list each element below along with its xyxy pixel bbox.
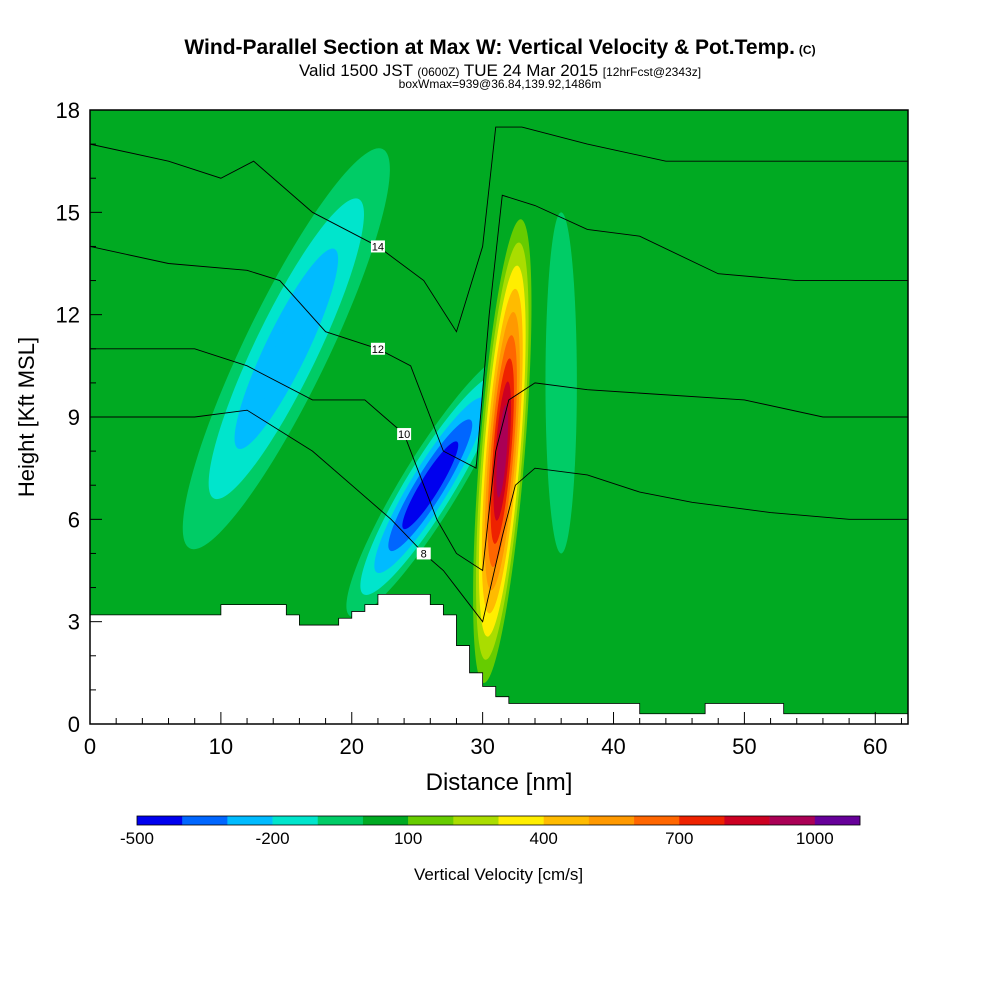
theta-contour-label: 8: [416, 547, 431, 560]
terrain: [90, 593, 908, 724]
colorbar-swatch: [814, 816, 861, 825]
colorbar-swatch: [543, 816, 590, 825]
theta-label-text: 8: [421, 548, 427, 560]
updraft-main-band: [499, 427, 506, 475]
terrain-mask: [90, 593, 908, 724]
valid-time: Valid 1500 JST: [298, 61, 413, 80]
valid-utc: (0600Z): [417, 65, 460, 79]
colorbar-swatch: [227, 816, 273, 825]
colorbar-tick-label: -500: [120, 829, 154, 848]
colorbar-frame: [136, 815, 861, 826]
colorbar-swatch: [408, 816, 454, 825]
copyright-mark: (C): [798, 43, 816, 57]
theta-contour-10: [90, 348, 908, 572]
y-tick-label: 15: [56, 200, 80, 225]
colorbar-swatch: [137, 816, 183, 825]
theta-contour-label: 10: [397, 428, 412, 441]
colorbar-swatch: [272, 816, 319, 825]
colorbar: -500 -200 100 400 700 1000 Vertical Velocity […: [120, 815, 861, 884]
colorbar-tick-label: 700: [665, 829, 693, 848]
colorbar-swatch: [317, 816, 364, 825]
theta-contour-8: [90, 409, 908, 623]
y-tick-label: 6: [68, 507, 80, 532]
downdraft-west-band: [260, 298, 313, 399]
theta-contour-14: [90, 126, 908, 333]
y-tick-label: 0: [68, 712, 80, 737]
colorbar-swatch: [724, 816, 770, 825]
x-tick-label: 40: [601, 734, 625, 759]
y-tick-label: 9: [68, 405, 80, 430]
y-tick-label: 12: [56, 303, 80, 328]
y-tick-label: 3: [68, 610, 80, 635]
colorbar-swatch: [769, 816, 816, 825]
axes: 0 10 20 30 40 50 60 0 3 6 9 12 15 18 Distance [nm] Heig…: [14, 98, 902, 796]
y-tick-label: 18: [56, 98, 80, 123]
downdraft-central-band: [416, 463, 445, 508]
theta-contour-12: [90, 194, 908, 469]
colorbar-swatch: [634, 816, 680, 825]
x-axis-label: Distance [nm]: [426, 769, 573, 796]
chart-title: Wind-Parallel Section at Max W: Vertical…: [0, 36, 1000, 60]
colorbar-tick-label: -200: [256, 829, 290, 848]
x-tick-label: 10: [209, 734, 233, 759]
chart-title-text: Wind-Parallel Section at Max W: Vertical…: [184, 36, 795, 59]
colorbar-swatch: [679, 816, 725, 825]
colorbar-label: Vertical Velocity [cm/s]: [414, 865, 583, 884]
colorbar-swatch: [362, 816, 409, 825]
x-tick-label: 50: [732, 734, 756, 759]
colorbar-tick-label: 400: [530, 829, 558, 848]
y-axis-label: Height [Kft MSL]: [14, 337, 39, 497]
colorbar-tick-label: 1000: [796, 829, 834, 848]
theta-label-text: 14: [372, 241, 384, 253]
colorbar-swatch: [498, 816, 544, 825]
weak-lift-east-band: [661, 306, 697, 528]
colorbar-swatch: [453, 816, 499, 825]
x-tick-label: 20: [340, 734, 364, 759]
x-tick-label: 0: [84, 734, 96, 759]
valid-date: TUE 24 Mar 2015: [463, 61, 599, 80]
colorbar-tick-label: 100: [394, 829, 422, 848]
colorbar-swatch: [182, 816, 228, 825]
colorbar-swatch: [588, 816, 635, 825]
weak-sink-east-band: [553, 297, 570, 469]
x-tick-label: 30: [470, 734, 494, 759]
theta-contours: 8 10 12 14: [90, 126, 908, 623]
theta-label-text: 10: [398, 429, 410, 441]
chart-subtitle: Valid 1500 JST (0600Z) TUE 24 Mar 2015 […: [0, 61, 1000, 81]
x-tick-label: 60: [863, 734, 887, 759]
theta-contour-label: 12: [370, 342, 385, 356]
theta-contour-label: 14: [370, 240, 385, 253]
theta-label-text: 12: [372, 344, 384, 356]
box-info: boxWmax=939@36.84,139.92,1486m: [398, 77, 602, 91]
forecast-info: [12hrFcst@2343z]: [602, 65, 702, 79]
